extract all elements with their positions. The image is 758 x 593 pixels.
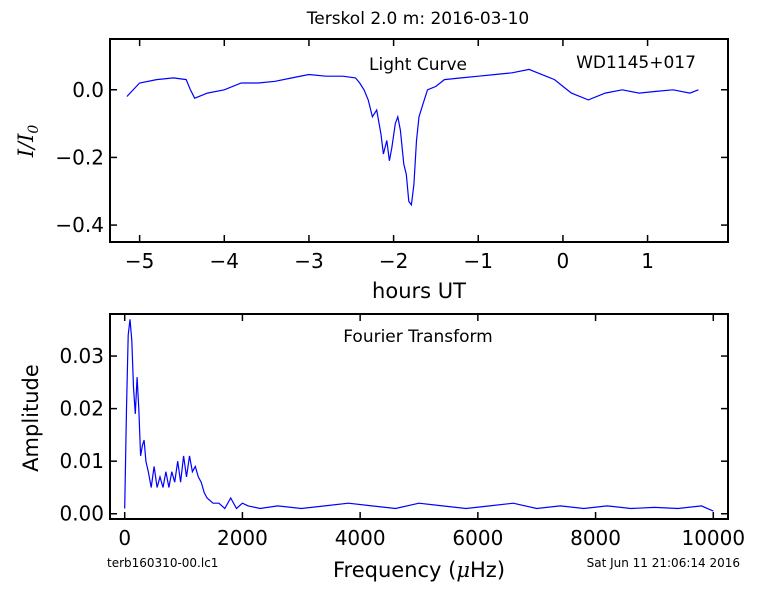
lc-y-tick-label: −0.2 xyxy=(55,145,104,169)
fourier-x-axis-label-main: Frequency ( xyxy=(333,558,456,582)
ft-y-tick-label: 0.01 xyxy=(59,449,104,473)
ft-x-tick-label: 4000 xyxy=(335,526,386,550)
fourier-frame xyxy=(109,313,729,520)
ft-x-tick-label: 10000 xyxy=(681,526,745,550)
light-curve-y-axis-label-sub: 0 xyxy=(26,125,42,134)
fourier-panel: 0 2000 4000 6000 8000 10000 0.000.010.020.03 … xyxy=(19,313,745,582)
footer-timestamp: Sat Jun 11 21:06:14 2016 xyxy=(587,556,740,570)
light-curve-y-axis-label-main: I/I xyxy=(14,133,38,158)
light-curve-frame xyxy=(109,38,729,243)
light-curve-y-ticks: 0.0 −0.2 −0.4 xyxy=(55,78,728,237)
fourier-y-axis-label: Amplitude xyxy=(19,364,43,472)
lc-x-tick-label: −4 xyxy=(210,249,239,273)
lc-y-tick-label: −0.4 xyxy=(55,213,104,237)
fourier-series xyxy=(124,319,714,512)
lc-x-tick-label: −2 xyxy=(379,249,408,273)
light-curve-title: Light Curve xyxy=(369,55,467,75)
ft-y-tick-label: 0.03 xyxy=(59,344,104,368)
fourier-x-axis-label-end: Hz) xyxy=(470,558,505,582)
light-curve-y-axis-label: I/I0 xyxy=(14,125,42,159)
object-name-annotation: WD1145+017 xyxy=(576,53,696,73)
lc-x-tick-label: −3 xyxy=(294,249,323,273)
lc-x-tick-label: 1 xyxy=(641,249,654,273)
ft-x-tick-label: 8000 xyxy=(570,526,621,550)
light-curve-series xyxy=(126,68,699,207)
lc-x-tick-label: 0 xyxy=(557,249,570,273)
ft-x-tick-label: 6000 xyxy=(452,526,503,550)
ft-x-tick-label: 2000 xyxy=(217,526,268,550)
lc-x-tick-label: −1 xyxy=(464,249,493,273)
fourier-title: Fourier Transform xyxy=(343,327,492,347)
light-curve-x-axis-label: hours UT xyxy=(372,279,466,303)
light-curve-x-ticks: −5 −4 −3 −2 −1 0 1 xyxy=(125,39,654,273)
figure-title: Terskol 2.0 m: 2016-03-10 xyxy=(306,9,530,29)
fourier-x-ticks: 0 2000 4000 6000 8000 10000 xyxy=(118,314,745,550)
lc-y-tick-label: 0.0 xyxy=(72,78,104,102)
ft-y-tick-label: 0.02 xyxy=(59,397,104,421)
lc-x-tick-label: −5 xyxy=(125,249,154,273)
fourier-y-ticks: 0.00 0.01 0.02 0.03 xyxy=(59,344,728,526)
ft-y-tick-label: 0.00 xyxy=(59,502,104,526)
fourier-x-axis-label-mu: μ xyxy=(456,558,470,582)
light-curve-panel: −5 −4 −3 −2 −1 0 1 0.0 −0.2 −0.4 Light Curve WD1… xyxy=(14,38,729,303)
footer-filename: terb160310-00.lc1 xyxy=(107,556,218,570)
fourier-x-axis-label: Frequency (μHz) xyxy=(333,558,505,582)
ft-x-tick-label: 0 xyxy=(118,526,131,550)
